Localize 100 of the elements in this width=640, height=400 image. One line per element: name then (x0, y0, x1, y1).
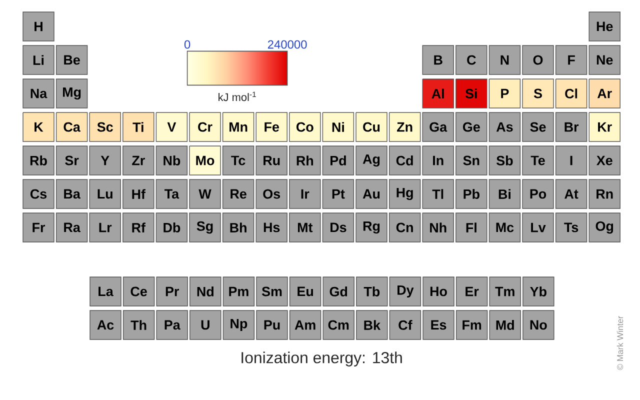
data-label: Cu (363, 122, 380, 132)
text: Th (130, 320, 146, 330)
text: Sb (496, 156, 513, 166)
text: Ds (330, 222, 346, 232)
text: Np (230, 318, 248, 332)
text: Cd (396, 156, 413, 166)
data-label: Co (296, 122, 314, 132)
color-bar-label: 0 (184, 40, 190, 49)
text: As (496, 122, 513, 132)
text: Dy (398, 285, 414, 298)
text: Pm (229, 286, 248, 296)
text: Bh (230, 222, 246, 232)
text: Ac (97, 320, 114, 330)
text: Be (64, 55, 80, 65)
text: Cf (398, 320, 412, 330)
data-label: K (34, 122, 44, 132)
text: Ho (430, 286, 447, 296)
text: H (34, 22, 42, 32)
text: Zr (132, 156, 145, 166)
text: N (500, 55, 509, 65)
text: Br (564, 122, 579, 132)
text: O (533, 55, 543, 65)
text: Pu (264, 320, 280, 330)
text: I (570, 156, 572, 166)
data-label: Cl (565, 88, 578, 98)
data-label: Kr (598, 122, 612, 132)
text: No (530, 320, 547, 330)
data-label: P (501, 88, 509, 98)
text: B (434, 55, 442, 65)
text: Pb (464, 189, 480, 199)
text: Yb (530, 286, 546, 296)
text: Eu (298, 286, 314, 296)
text: Cs (30, 189, 47, 199)
color-bar-title: kJ mol$^{-1}$ (218, 92, 256, 102)
data-label: Sc (97, 122, 113, 132)
text: Tc (231, 156, 246, 166)
text: Am (294, 320, 316, 330)
text: La (98, 286, 114, 296)
data-label: Si (465, 88, 477, 98)
text: Ru (264, 156, 280, 166)
text: Po (530, 189, 546, 199)
text: Db (164, 222, 180, 232)
text: Ionization energy: 13th (242, 352, 402, 366)
text: Ag (362, 154, 380, 167)
text: Er (466, 286, 479, 296)
text: Ta (164, 189, 180, 199)
text: Gd (330, 286, 348, 296)
data-label: Zn (396, 122, 412, 132)
text: Ba (64, 189, 80, 199)
text: Au (362, 189, 380, 199)
text: Sr (65, 156, 79, 166)
text: Ga (430, 122, 448, 132)
text: Re (230, 189, 246, 199)
text: Ne (596, 55, 613, 65)
text: Se (530, 122, 546, 132)
text: Nb (164, 156, 180, 166)
text: At (564, 189, 578, 199)
text: Sm (262, 286, 282, 296)
text: Fl (466, 222, 476, 232)
data-label: Ar (597, 88, 612, 98)
text: Og (596, 221, 614, 234)
text: Es (431, 320, 446, 330)
data-label: Fe (264, 122, 279, 132)
text: Md (496, 320, 514, 330)
text: C (467, 55, 476, 65)
text: Y (100, 156, 110, 166)
text: Cn (396, 222, 413, 232)
text: Ge (462, 122, 480, 132)
data-label: V (167, 122, 176, 132)
text: Rf (132, 222, 146, 232)
text: Pa (164, 320, 180, 330)
data-label: Mn (230, 122, 248, 132)
data-label: Cr (198, 122, 212, 132)
data-label: Mo (196, 156, 214, 166)
text: Pd (330, 156, 346, 166)
text: Rg (363, 221, 380, 234)
text: Hf (132, 189, 146, 199)
text: Fr (32, 222, 46, 232)
data-label: Ni (332, 122, 344, 132)
text: Mt (298, 222, 313, 232)
text: Ra (64, 222, 80, 232)
text: Ir (301, 189, 310, 199)
color-bar-label: 240000 (268, 40, 307, 49)
data-label: Ca (64, 122, 80, 132)
text: Mc (496, 222, 514, 232)
text: © Mark Winter (616, 316, 624, 370)
text: Ts (564, 222, 578, 232)
text: F (568, 55, 575, 65)
text: Fm (462, 320, 482, 330)
text: Os (263, 189, 280, 199)
text: Te (530, 156, 545, 166)
text: Hs (264, 222, 280, 232)
text: Tm (495, 286, 514, 296)
text: Bk (364, 320, 381, 330)
data-label: S (534, 88, 542, 98)
text: Xe (596, 156, 612, 166)
text: He (596, 22, 613, 32)
text: Na (30, 88, 48, 98)
text: Lu (98, 189, 112, 199)
text: Bi (498, 189, 510, 199)
